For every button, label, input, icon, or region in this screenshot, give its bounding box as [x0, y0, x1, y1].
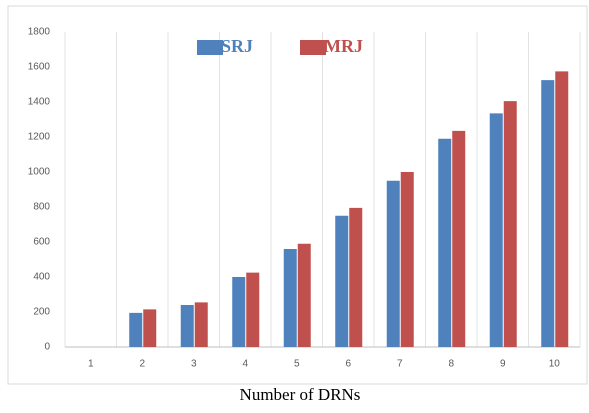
bar: [386, 180, 400, 347]
bar: [143, 309, 157, 347]
bar: [180, 305, 194, 347]
x-tick-label: 6: [345, 359, 351, 370]
bar: [194, 302, 208, 347]
x-tick-label: 2: [139, 359, 145, 370]
y-tick-label: 400: [33, 272, 50, 283]
x-tick-label: 9: [500, 359, 506, 370]
bar: [400, 172, 414, 347]
bar: [283, 249, 297, 347]
x-tick-label: 4: [242, 359, 248, 370]
y-tick-label: 0: [44, 342, 50, 353]
bar: [555, 71, 569, 347]
y-tick-label: 1400: [28, 97, 51, 108]
x-tick-label: 1: [88, 359, 94, 370]
x-tick-label: 10: [549, 359, 561, 370]
bar: [232, 277, 246, 347]
legend-label: MRJ: [324, 36, 363, 56]
bar: [297, 243, 311, 347]
y-tick-label: 1000: [28, 167, 51, 178]
legend-swatch: [197, 40, 223, 55]
x-tick-label: 7: [397, 359, 403, 370]
y-tick-label: 600: [33, 237, 50, 248]
legend-label: SRJ: [221, 36, 253, 56]
y-tick-label: 200: [33, 307, 50, 318]
bar: [335, 215, 349, 347]
bar: [452, 130, 466, 347]
bar: [349, 207, 363, 347]
y-tick-label: 1800: [28, 27, 51, 38]
y-tick-label: 800: [33, 202, 50, 213]
bar: [246, 272, 260, 347]
x-axis-label: Number of DRNs: [240, 385, 361, 404]
bar: [129, 312, 143, 347]
bar: [489, 113, 503, 347]
bar: [503, 101, 517, 347]
x-tick-label: 3: [191, 359, 197, 370]
legend-swatch: [300, 40, 326, 55]
y-tick-label: 1600: [28, 62, 51, 73]
bar: [438, 138, 452, 347]
bar: [541, 80, 555, 347]
x-tick-label: 5: [294, 359, 300, 370]
x-tick-label: 8: [448, 359, 454, 370]
y-tick-label: 1200: [28, 132, 51, 143]
